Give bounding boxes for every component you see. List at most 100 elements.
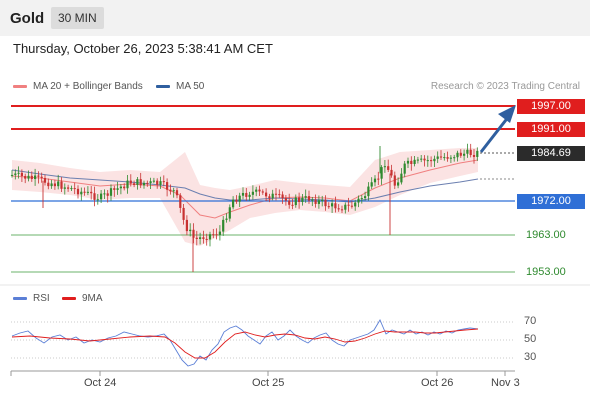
candle-body	[67, 187, 70, 189]
candle-body	[208, 234, 212, 240]
candle-body	[63, 187, 66, 189]
candle-body	[387, 166, 390, 170]
candle-body	[142, 182, 146, 186]
candle-body	[47, 182, 50, 187]
candle-body	[106, 193, 109, 196]
candle-body	[410, 160, 413, 165]
last-price-tag: 1984.69	[517, 146, 585, 161]
candle-body	[284, 198, 287, 201]
rsi-9ma-line	[11, 328, 479, 359]
candle-body	[235, 199, 238, 202]
ma9-swatch	[62, 296, 76, 300]
candle-body	[251, 191, 254, 195]
candle-body	[469, 149, 472, 156]
candle-body	[57, 181, 60, 187]
candle-body	[182, 207, 185, 220]
candle-body	[446, 157, 449, 159]
legend-9ma-label: 9MA	[82, 293, 103, 304]
candle-body	[456, 152, 459, 158]
candle-body	[129, 180, 132, 184]
legend-ma20-label: MA 20 + Bollinger Bands	[33, 81, 143, 92]
candle-body	[403, 163, 406, 174]
candle-body	[397, 182, 400, 186]
candle-body	[420, 158, 423, 160]
candle-body	[423, 158, 426, 161]
x-label-nov3: Nov 3	[491, 377, 520, 389]
candle-body	[53, 183, 56, 187]
candle-body	[265, 192, 268, 197]
candle-body	[255, 189, 258, 192]
legend-ma50-label: MA 50	[176, 81, 205, 92]
candle-body	[443, 157, 446, 159]
instrument-title: Gold	[10, 10, 45, 27]
candle-body	[93, 193, 96, 200]
candle-body	[357, 198, 360, 203]
candle-body	[232, 199, 235, 208]
candle-body	[20, 172, 23, 177]
candle-body	[304, 196, 307, 198]
candle-body	[218, 231, 221, 235]
candle-body	[27, 175, 30, 179]
candle-body	[34, 175, 37, 180]
candle-body	[162, 181, 165, 183]
candle-body	[90, 191, 93, 194]
candle-body	[324, 199, 327, 207]
candle-body	[10, 174, 14, 176]
timeframe-button[interactable]: 30 MIN	[51, 7, 104, 29]
candle-body	[17, 172, 20, 174]
candle-body	[189, 229, 192, 232]
candle-body	[453, 157, 456, 159]
candle-body	[40, 176, 43, 178]
candle-body	[195, 237, 198, 239]
candle-body	[340, 209, 344, 211]
candle-body	[146, 182, 149, 184]
resistance-1-tag: 1991.00	[517, 122, 585, 137]
candle-body	[172, 190, 175, 192]
candle-body	[179, 195, 182, 208]
candle-body	[86, 191, 89, 193]
candle-body	[301, 197, 304, 202]
ma50-swatch	[156, 84, 170, 88]
candle-body	[327, 206, 330, 208]
candle-body	[133, 183, 136, 185]
candle-body	[436, 156, 439, 159]
candle-body	[156, 180, 159, 185]
candle-body	[166, 182, 169, 190]
candle-body	[334, 203, 337, 209]
candle-body	[136, 179, 139, 185]
candle-body	[298, 197, 301, 202]
candle-body	[439, 156, 443, 158]
rsi-axis-70: 70	[524, 315, 537, 327]
candle-body	[472, 155, 476, 157]
candle-body	[109, 188, 113, 196]
candle-body	[291, 204, 294, 206]
candle-body	[307, 196, 311, 201]
candle-body	[268, 196, 271, 199]
candle-body	[76, 188, 80, 195]
candle-body	[321, 199, 324, 201]
candle-body	[459, 152, 462, 156]
header-bar: Gold 30 MIN	[0, 0, 590, 36]
candle-body	[449, 157, 452, 159]
candle-body	[80, 191, 83, 195]
candle-body	[347, 204, 350, 206]
candle-body	[212, 234, 215, 236]
bollinger-band	[12, 148, 478, 246]
rsi-axis-30: 30	[524, 351, 537, 363]
x-label-oct25: Oct 25	[252, 377, 285, 389]
candle-body	[14, 173, 17, 175]
candle-body	[149, 181, 152, 184]
rsi-axis-50: 50	[524, 333, 537, 345]
candle-body	[228, 207, 231, 219]
candle-body	[331, 203, 334, 207]
candle-body	[344, 204, 347, 210]
candle-body	[113, 188, 116, 190]
legend-ma50: MA 50	[156, 81, 204, 92]
candle-body	[271, 193, 274, 199]
candle-body	[159, 181, 162, 185]
legend-rsi-label: RSI	[33, 293, 50, 304]
candle-body	[60, 181, 63, 189]
candle-body	[100, 193, 103, 200]
candle-body	[261, 191, 264, 193]
legend-ma20: MA 20 + Bollinger Bands	[13, 81, 143, 92]
